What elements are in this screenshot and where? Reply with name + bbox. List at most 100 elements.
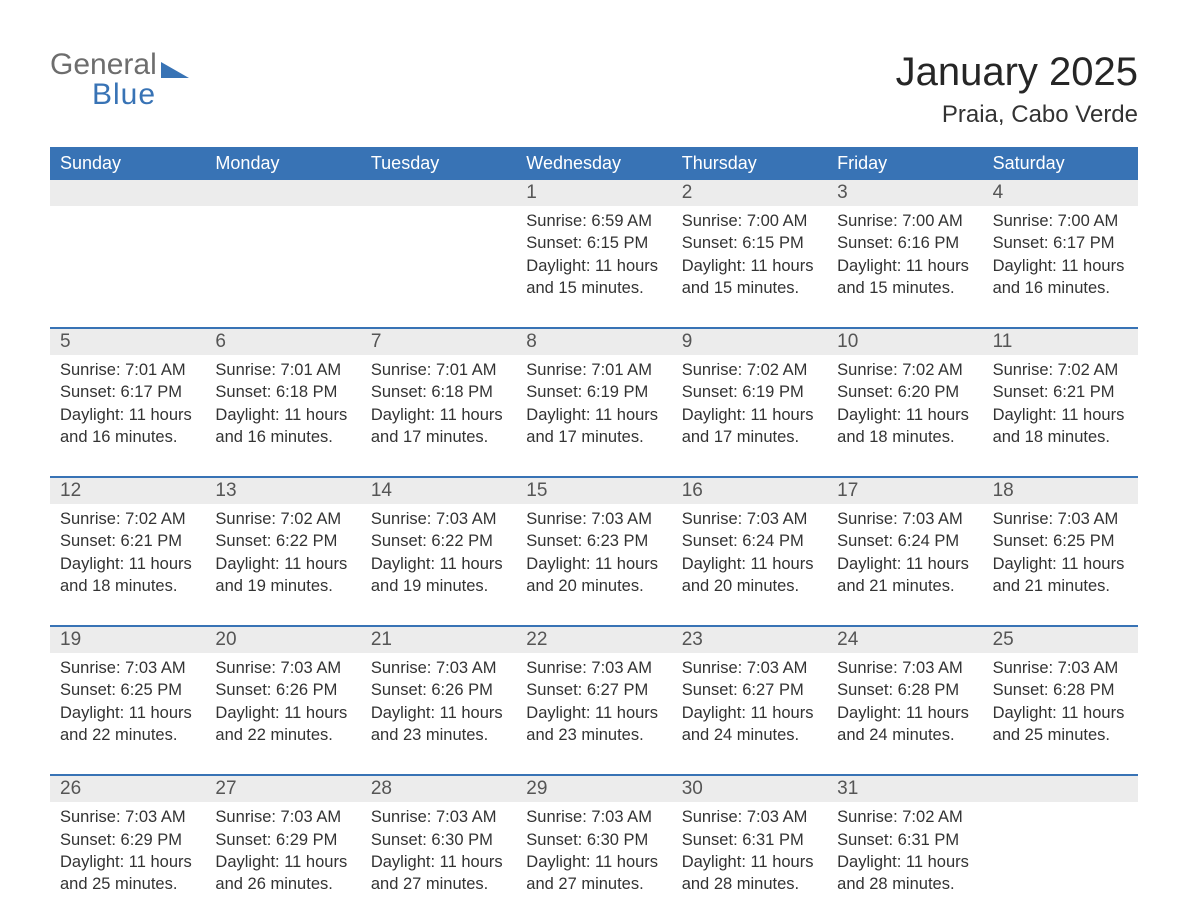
sunset-line: Sunset: 6:22 PM — [371, 530, 506, 552]
day-details: Sunrise: 7:02 AMSunset: 6:22 PMDaylight:… — [205, 504, 360, 605]
sunset-line: Sunset: 6:19 PM — [682, 381, 817, 403]
calendar-day-cell: 2Sunrise: 7:00 AMSunset: 6:15 PMDaylight… — [672, 180, 827, 307]
sunrise-line: Sunrise: 7:02 AM — [682, 359, 817, 381]
sunset-line: Sunset: 6:29 PM — [60, 829, 195, 851]
daylight-line: Daylight: 11 hours and 15 minutes. — [526, 255, 661, 300]
weekday-header: Wednesday — [516, 147, 671, 180]
sunset-line: Sunset: 6:24 PM — [682, 530, 817, 552]
calendar-day-cell: 31Sunrise: 7:02 AMSunset: 6:31 PMDayligh… — [827, 776, 982, 903]
sunrise-line: Sunrise: 7:03 AM — [682, 806, 817, 828]
calendar-day-cell: 11Sunrise: 7:02 AMSunset: 6:21 PMDayligh… — [983, 329, 1138, 456]
sunrise-line: Sunrise: 7:02 AM — [60, 508, 195, 530]
daylight-line: Daylight: 11 hours and 27 minutes. — [526, 851, 661, 896]
day-details — [205, 206, 360, 302]
daylight-line: Daylight: 11 hours and 22 minutes. — [215, 702, 350, 747]
day-number — [361, 180, 516, 206]
daylight-line: Daylight: 11 hours and 18 minutes. — [60, 553, 195, 598]
calendar-day-cell: 20Sunrise: 7:03 AMSunset: 6:26 PMDayligh… — [205, 627, 360, 754]
day-number: 26 — [50, 776, 205, 802]
daylight-line: Daylight: 11 hours and 21 minutes. — [837, 553, 972, 598]
sunset-line: Sunset: 6:22 PM — [215, 530, 350, 552]
sunrise-line: Sunrise: 7:03 AM — [371, 508, 506, 530]
sunset-line: Sunset: 6:15 PM — [526, 232, 661, 254]
sunrise-line: Sunrise: 7:03 AM — [837, 508, 972, 530]
sunrise-line: Sunrise: 7:02 AM — [837, 806, 972, 828]
day-number: 20 — [205, 627, 360, 653]
sunrise-line: Sunrise: 7:02 AM — [215, 508, 350, 530]
sunset-line: Sunset: 6:30 PM — [371, 829, 506, 851]
sunrise-line: Sunrise: 7:00 AM — [993, 210, 1128, 232]
brand-word-1: General — [50, 48, 157, 81]
calendar-day-cell: 7Sunrise: 7:01 AMSunset: 6:18 PMDaylight… — [361, 329, 516, 456]
calendar-day-cell: 19Sunrise: 7:03 AMSunset: 6:25 PMDayligh… — [50, 627, 205, 754]
daylight-line: Daylight: 11 hours and 26 minutes. — [215, 851, 350, 896]
sunrise-line: Sunrise: 7:01 AM — [371, 359, 506, 381]
day-number: 16 — [672, 478, 827, 504]
calendar-day-cell: 27Sunrise: 7:03 AMSunset: 6:29 PMDayligh… — [205, 776, 360, 903]
daylight-line: Daylight: 11 hours and 20 minutes. — [682, 553, 817, 598]
calendar-week-row: 19Sunrise: 7:03 AMSunset: 6:25 PMDayligh… — [50, 625, 1138, 754]
day-number — [205, 180, 360, 206]
day-number: 9 — [672, 329, 827, 355]
day-number: 18 — [983, 478, 1138, 504]
calendar-day-cell: 21 Sunrise: 7:03 AMSunset: 6:26 PMDayligh… — [361, 627, 516, 754]
sunrise-line: Sunrise: 7:00 AM — [682, 210, 817, 232]
day-details: Sunrise: 7:03 AMSunset: 6:30 PMDaylight:… — [361, 802, 516, 903]
sunrise-line: Sunrise: 7:00 AM — [837, 210, 972, 232]
sunrise-line: Sunrise: 7:03 AM — [371, 806, 506, 828]
sunset-line: Sunset: 6:21 PM — [993, 381, 1128, 403]
day-details: Sunrise: 7:00 AMSunset: 6:16 PMDaylight:… — [827, 206, 982, 307]
day-details: Sunrise: 7:03 AMSunset: 6:28 PMDaylight:… — [983, 653, 1138, 754]
day-number: 29 — [516, 776, 671, 802]
calendar-day-cell: 3Sunrise: 7:00 AMSunset: 6:16 PMDaylight… — [827, 180, 982, 307]
daylight-line: Daylight: 11 hours and 22 minutes. — [60, 702, 195, 747]
sunrise-line: Sunrise: 7:03 AM — [526, 806, 661, 828]
daylight-line: Daylight: 11 hours and 17 minutes. — [371, 404, 506, 449]
day-number: 21 — [361, 627, 516, 653]
daylight-line: Daylight: 11 hours and 24 minutes. — [837, 702, 972, 747]
calendar-day-cell: 22Sunrise: 7:03 AMSunset: 6:27 PMDayligh… — [516, 627, 671, 754]
daylight-line: Daylight: 11 hours and 23 minutes. — [526, 702, 661, 747]
day-details: Sunrise: 7:03 AMSunset: 6:27 PMDaylight:… — [516, 653, 671, 754]
calendar-day-cell: 26Sunrise: 7:03 AMSunset: 6:29 PMDayligh… — [50, 776, 205, 903]
sunset-line: Sunset: 6:31 PM — [682, 829, 817, 851]
calendar-week-row: 1Sunrise: 6:59 AMSunset: 6:15 PMDaylight… — [50, 180, 1138, 307]
sunrise-line: Sunrise: 7:03 AM — [526, 657, 661, 679]
calendar-day-cell — [205, 180, 360, 307]
sunset-line: Sunset: 6:27 PM — [682, 679, 817, 701]
calendar-day-cell: 5Sunrise: 7:01 AMSunset: 6:17 PMDaylight… — [50, 329, 205, 456]
day-details: Sunrise: 7:03 AMSunset: 6:29 PMDaylight:… — [205, 802, 360, 903]
daylight-line: Daylight: 11 hours and 19 minutes. — [215, 553, 350, 598]
sunset-line: Sunset: 6:26 PM — [371, 679, 506, 701]
calendar-day-cell: 28Sunrise: 7:03 AMSunset: 6:30 PMDayligh… — [361, 776, 516, 903]
sunset-line: Sunset: 6:17 PM — [993, 232, 1128, 254]
daylight-line: Daylight: 11 hours and 28 minutes. — [682, 851, 817, 896]
day-number: 25 — [983, 627, 1138, 653]
sunset-line: Sunset: 6:28 PM — [837, 679, 972, 701]
brand-triangle-icon — [161, 65, 189, 82]
daylight-line: Daylight: 11 hours and 20 minutes. — [526, 553, 661, 598]
day-details: Sunrise: 7:01 AMSunset: 6:18 PMDaylight:… — [361, 355, 516, 456]
day-number: 4 — [983, 180, 1138, 206]
day-number: 12 — [50, 478, 205, 504]
daylight-line: Daylight: 11 hours and 16 minutes. — [60, 404, 195, 449]
day-details: Sunrise: 7:01 AMSunset: 6:18 PMDaylight:… — [205, 355, 360, 456]
daylight-line: Daylight: 11 hours and 24 minutes. — [682, 702, 817, 747]
sunset-line: Sunset: 6:20 PM — [837, 381, 972, 403]
calendar-day-cell: 9Sunrise: 7:02 AMSunset: 6:19 PMDaylight… — [672, 329, 827, 456]
location-subtitle: Praia, Cabo Verde — [896, 101, 1138, 129]
day-details: Sunrise: 7:02 AMSunset: 6:19 PMDaylight:… — [672, 355, 827, 456]
day-details: Sunrise: 7:03 AMSunset: 6:25 PMDaylight:… — [50, 653, 205, 754]
calendar-day-cell: 12Sunrise: 7:02 AMSunset: 6:21 PMDayligh… — [50, 478, 205, 605]
day-details: Sunrise: 6:59 AMSunset: 6:15 PMDaylight:… — [516, 206, 671, 307]
day-number: 15 — [516, 478, 671, 504]
day-number: 6 — [205, 329, 360, 355]
calendar-day-cell: 24Sunrise: 7:03 AMSunset: 6:28 PMDayligh… — [827, 627, 982, 754]
calendar-day-cell: 30Sunrise: 7:03 AMSunset: 6:31 PMDayligh… — [672, 776, 827, 903]
daylight-line: Daylight: 11 hours and 18 minutes. — [993, 404, 1128, 449]
calendar-day-cell: 29Sunrise: 7:03 AMSunset: 6:30 PMDayligh… — [516, 776, 671, 903]
daylight-line: Daylight: 11 hours and 23 minutes. — [371, 702, 506, 747]
day-number: 2 — [672, 180, 827, 206]
sunset-line: Sunset: 6:28 PM — [993, 679, 1128, 701]
sunrise-line: Sunrise: 7:03 AM — [371, 657, 506, 679]
